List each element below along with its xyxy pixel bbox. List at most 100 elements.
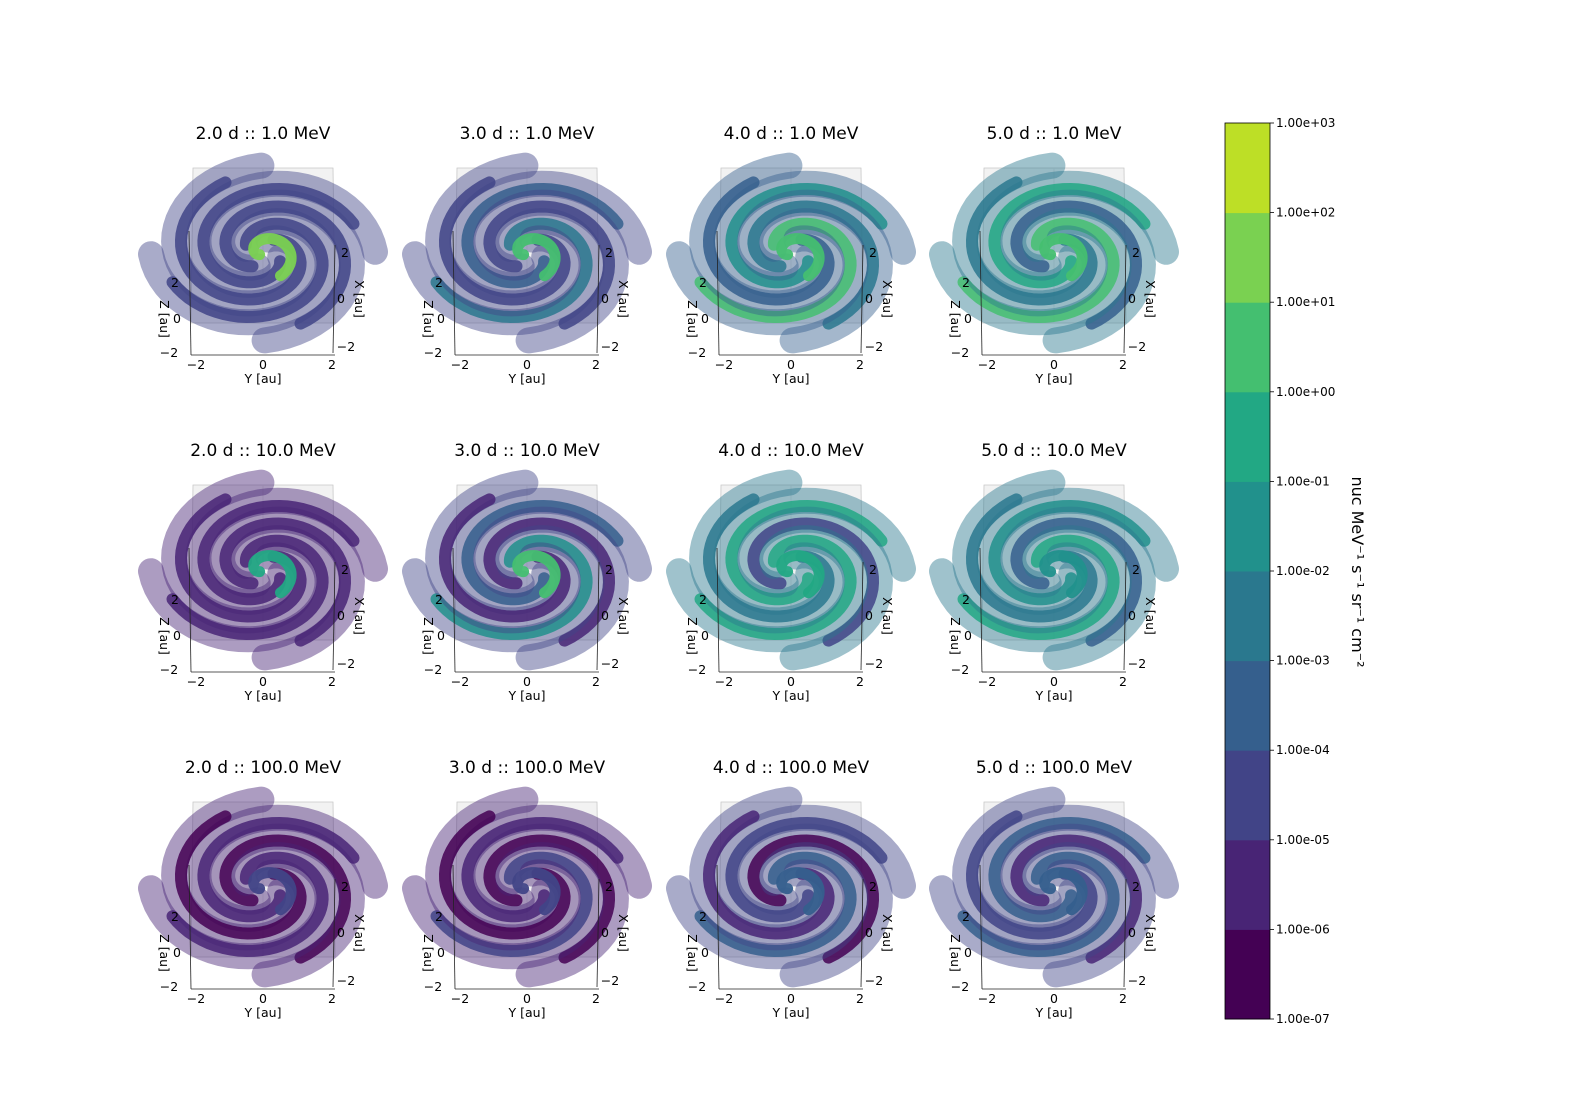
z-tick-label: −2: [688, 979, 706, 994]
spiral-arm-points: [747, 834, 880, 964]
y-tick-label: 2: [856, 991, 864, 1006]
spiral-arm-points: [702, 176, 835, 306]
z-axis-line: [452, 230, 456, 356]
spiral-arm-points: [430, 851, 593, 958]
spiral-arm-points: [957, 217, 1120, 324]
y-tick-label: 2: [592, 674, 600, 689]
spiral-scatter: [929, 786, 1179, 988]
x-tick-label: −2: [337, 973, 355, 988]
colorbar-tick-label: 1.00e+02: [1276, 206, 1335, 220]
y-tick-label: 0: [259, 991, 267, 1006]
x-axis-line: [1123, 244, 1127, 354]
spiral-arm-points: [461, 182, 624, 289]
y-axis-label: Y [au]: [772, 371, 810, 386]
x-axis-label: X [au]: [616, 280, 631, 318]
y-tick-label: 2: [856, 357, 864, 372]
x-tick-label: 0: [865, 608, 873, 623]
spiral-scatter: [138, 786, 388, 988]
spiral-arm-points: [747, 200, 880, 330]
y-tick-label: −2: [187, 357, 205, 372]
spiral-scatter: [666, 469, 916, 671]
y-tick-label: 2: [592, 991, 600, 1006]
x-tick-label: 2: [869, 879, 877, 894]
panel-title: 3.0 d :: 1.0 MeV: [460, 124, 595, 144]
y-tick-label: −2: [187, 991, 205, 1006]
spiral-scatter: [402, 469, 652, 671]
panel-title: 3.0 d :: 100.0 MeV: [449, 758, 606, 778]
colorbar: 1.00e-07 1.00e-06 1.00e-05 1.00e-04 1.00e-03…: [1224, 116, 1367, 1026]
x-axis-label: X [au]: [352, 597, 367, 635]
x-tick-label: 2: [605, 245, 613, 260]
spiral-core-points: [1039, 867, 1088, 916]
spiral-core-points: [1039, 550, 1088, 599]
z-axis-line: [979, 547, 983, 673]
x-axis-line: [1123, 561, 1127, 671]
y-tick-label: 0: [787, 357, 795, 372]
y-tick-label: 0: [523, 674, 531, 689]
y-tick-label: −2: [715, 357, 733, 372]
panel-title: 3.0 d :: 10.0 MeV: [454, 441, 600, 461]
x-tick-label: 2: [341, 245, 349, 260]
x-axis-line: [596, 561, 600, 671]
spiral-scatter: [138, 469, 388, 671]
z-axis-line: [716, 864, 720, 990]
z-tick-label: −2: [951, 345, 969, 360]
colorbar-tick-label: 1.00e-01: [1276, 474, 1330, 488]
x-tick-label: 2: [1132, 562, 1140, 577]
z-tick-label: 0: [173, 628, 181, 643]
y-tick-label: 0: [787, 674, 795, 689]
spiral-core-points: [248, 550, 297, 599]
spiral-arm-points: [694, 217, 857, 324]
spiral-arm-points: [1010, 834, 1143, 964]
z-tick-label: 2: [435, 275, 443, 290]
spiral-arm-points: [1010, 200, 1143, 330]
x-tick-label: 0: [1128, 608, 1136, 623]
y-axis-label: Y [au]: [244, 1005, 282, 1020]
x-tick-label: −2: [337, 339, 355, 354]
z-tick-label: 0: [964, 311, 972, 326]
y-axis-label: Y [au]: [508, 1005, 546, 1020]
z-tick-label: 0: [701, 311, 709, 326]
z-tick-label: 0: [173, 945, 181, 960]
colorbar-band: [1225, 391, 1270, 482]
x-axis-line: [860, 244, 864, 354]
spiral-arm-points: [197, 816, 360, 923]
spiral-arm-points: [725, 499, 888, 606]
colorbar-tick-label: 1.00e-02: [1276, 564, 1330, 578]
spiral-core-points: [512, 550, 561, 599]
y-tick-label: 2: [1119, 674, 1127, 689]
y-tick-label: −2: [715, 674, 733, 689]
spiral-arm-points: [702, 493, 835, 623]
colorbar-tick-label: 1.00e-03: [1276, 654, 1330, 668]
z-tick-label: 2: [435, 909, 443, 924]
panel-title: 4.0 d :: 100.0 MeV: [713, 758, 870, 778]
y-tick-label: 0: [1050, 674, 1058, 689]
spiral-core-points: [1039, 233, 1088, 282]
z-axis-label: Z [au]: [685, 300, 700, 338]
x-tick-label: −2: [337, 656, 355, 671]
spiral-arm-points: [965, 810, 1098, 940]
spiral-arm-points: [988, 499, 1151, 606]
y-tick-label: −2: [451, 357, 469, 372]
spiral-scatter: [929, 152, 1179, 354]
y-tick-label: −2: [451, 991, 469, 1006]
spiral-core-points: [776, 233, 825, 282]
panel-title: 5.0 d :: 100.0 MeV: [976, 758, 1133, 778]
y-tick-label: −2: [187, 674, 205, 689]
colorbar-band: [1225, 212, 1270, 303]
spiral-arm-points: [461, 499, 624, 606]
x-axis-label: X [au]: [1143, 280, 1158, 318]
spiral-arm-points: [483, 200, 616, 330]
x-axis-line: [596, 244, 600, 354]
x-tick-label: 2: [1132, 245, 1140, 260]
x-axis-line: [332, 244, 336, 354]
z-tick-label: 2: [435, 592, 443, 607]
z-tick-label: −2: [424, 979, 442, 994]
z-tick-label: 2: [699, 909, 707, 924]
spiral-arm-points: [438, 810, 571, 940]
spiral-arm-points: [694, 851, 857, 958]
y-axis-label: Y [au]: [508, 371, 546, 386]
z-tick-label: −2: [424, 662, 442, 677]
z-axis-line: [452, 864, 456, 990]
